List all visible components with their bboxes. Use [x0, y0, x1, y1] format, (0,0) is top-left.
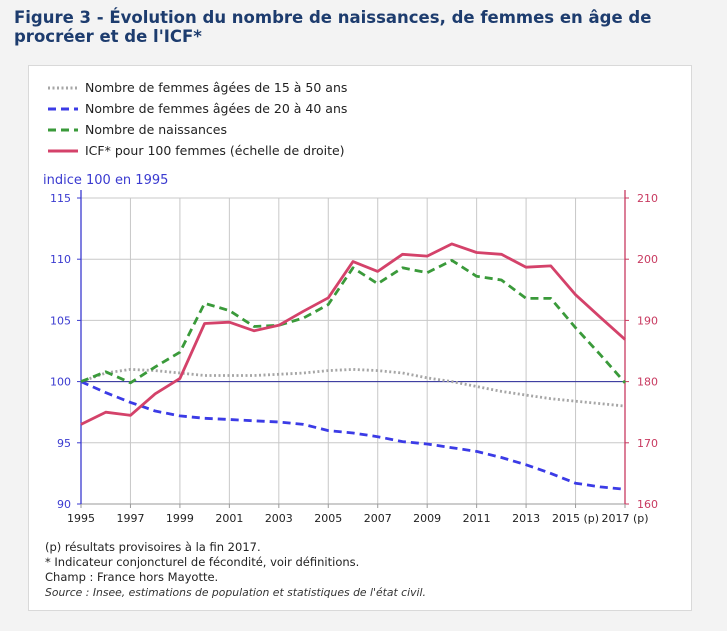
- series-line-icf: [80, 242, 626, 426]
- x-axis-tick-label: 2015 (p): [552, 512, 599, 525]
- line-chart: 115 110 105 100 95 90 indice 100 en 1995 210 200…: [43, 173, 658, 525]
- left-axis-tick-label: 115: [50, 192, 71, 205]
- left-axis-tick-label: 110: [50, 253, 71, 266]
- left-axis-tick-label: 95: [57, 437, 71, 450]
- x-axis-tick-label: 1995: [67, 512, 95, 525]
- legend-item: Nombre de femmes âgées de 15 à 50 ans: [48, 77, 347, 98]
- chart-panel: 115 110 105 100 95 90 indice 100 en 1995 210 200…: [28, 65, 692, 611]
- legend-label: Nombre de femmes âgées de 20 à 40 ans: [85, 101, 348, 116]
- legend-item: Nombre de naissances: [48, 119, 347, 140]
- note-provisional: (p) résultats provisoires à la fin 2017.: [45, 540, 261, 554]
- note-source: Source : Insee, estimations de populatio…: [45, 586, 426, 599]
- x-axis-tick-label: 2009: [413, 512, 441, 525]
- chart-notes: (p) résultats provisoires à la fin 2017.…: [45, 540, 426, 600]
- right-axis-tick-label: 170: [637, 437, 658, 450]
- legend-swatch: [48, 149, 78, 152]
- note-scope: Champ : France hors Mayotte.: [45, 570, 219, 584]
- x-axis-tick-label: 2001: [215, 512, 243, 525]
- right-axis-tick-label: 190: [637, 314, 658, 327]
- left-axis-tick-label: 100: [50, 376, 71, 389]
- right-axis-tick-label: 180: [637, 376, 658, 389]
- legend-label: Nombre de femmes âgées de 15 à 50 ans: [85, 80, 348, 95]
- left-axis-tick-label: 105: [50, 314, 71, 327]
- legend-item: Nombre de femmes âgées de 20 à 40 ans: [48, 98, 347, 119]
- legend-swatch: [48, 128, 78, 131]
- x-axis-tick-label: 1997: [116, 512, 144, 525]
- chart-legend: Nombre de femmes âgées de 15 à 50 ans Nom…: [48, 77, 347, 161]
- right-axis-tick-label: 210: [637, 192, 658, 205]
- figure-title: Figure 3 - Évolution du nombre de naissa…: [14, 8, 652, 46]
- right-axis-tick-label: 200: [637, 253, 658, 266]
- x-axis-tick-label: 2007: [364, 512, 392, 525]
- x-axis-tick-label: 2011: [463, 512, 491, 525]
- series-line-women-20-40: [80, 380, 626, 491]
- x-axis-tick-label: 1999: [166, 512, 194, 525]
- series-line-births: [80, 258, 627, 385]
- legend-swatch: [48, 107, 78, 110]
- legend-item: ICF* pour 100 femmes (échelle de droite): [48, 140, 347, 161]
- x-axis-tick-label: 2005: [314, 512, 342, 525]
- left-axis-title: indice 100 en 1995: [43, 173, 168, 188]
- x-axis-tick-label: 2013: [512, 512, 540, 525]
- note-icf-definition: * Indicateur conjoncturel de fécondité, …: [45, 555, 360, 569]
- x-axis-tick-label: 2003: [265, 512, 293, 525]
- left-axis-tick-label: 90: [57, 498, 71, 511]
- right-axis-tick-label: 160: [637, 498, 658, 511]
- x-axis-tick-label: 2017 (p): [601, 512, 648, 525]
- legend-label: ICF* pour 100 femmes (échelle de droite): [85, 143, 345, 158]
- legend-label: Nombre de naissances: [85, 122, 227, 137]
- legend-swatch: [48, 86, 78, 89]
